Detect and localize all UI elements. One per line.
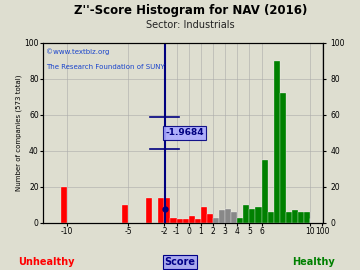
Bar — [256, 207, 261, 223]
Bar — [183, 219, 189, 223]
Text: The Research Foundation of SUNY: The Research Foundation of SUNY — [46, 65, 165, 70]
Bar — [170, 218, 176, 223]
Bar — [274, 61, 280, 223]
Bar — [122, 205, 128, 223]
Y-axis label: Number of companies (573 total): Number of companies (573 total) — [15, 75, 22, 191]
Bar — [213, 218, 219, 223]
Text: Score: Score — [165, 257, 195, 267]
Text: Sector: Industrials: Sector: Industrials — [147, 20, 235, 30]
Bar — [225, 208, 231, 223]
Text: Unhealthy: Unhealthy — [19, 257, 75, 267]
Text: Z''-Score Histogram for NAV (2016): Z''-Score Histogram for NAV (2016) — [74, 4, 307, 17]
Bar — [146, 198, 152, 223]
Bar — [243, 205, 249, 223]
Bar — [231, 212, 237, 223]
Bar — [219, 210, 225, 223]
Bar — [165, 198, 170, 223]
Bar — [286, 212, 292, 223]
Bar — [261, 160, 267, 223]
Bar — [298, 212, 304, 223]
Text: ©www.textbiz.org: ©www.textbiz.org — [46, 48, 109, 55]
Bar — [158, 198, 165, 223]
Bar — [201, 207, 207, 223]
Bar — [292, 210, 298, 223]
Bar — [304, 212, 310, 223]
Bar — [195, 219, 201, 223]
Bar — [207, 214, 213, 223]
Text: Healthy: Healthy — [292, 257, 334, 267]
Bar — [249, 208, 256, 223]
Bar — [61, 187, 67, 223]
Bar — [237, 218, 243, 223]
Bar — [267, 212, 274, 223]
Text: -1.9684: -1.9684 — [165, 128, 204, 137]
Bar — [189, 216, 195, 223]
Bar — [280, 93, 286, 223]
Bar — [176, 219, 183, 223]
